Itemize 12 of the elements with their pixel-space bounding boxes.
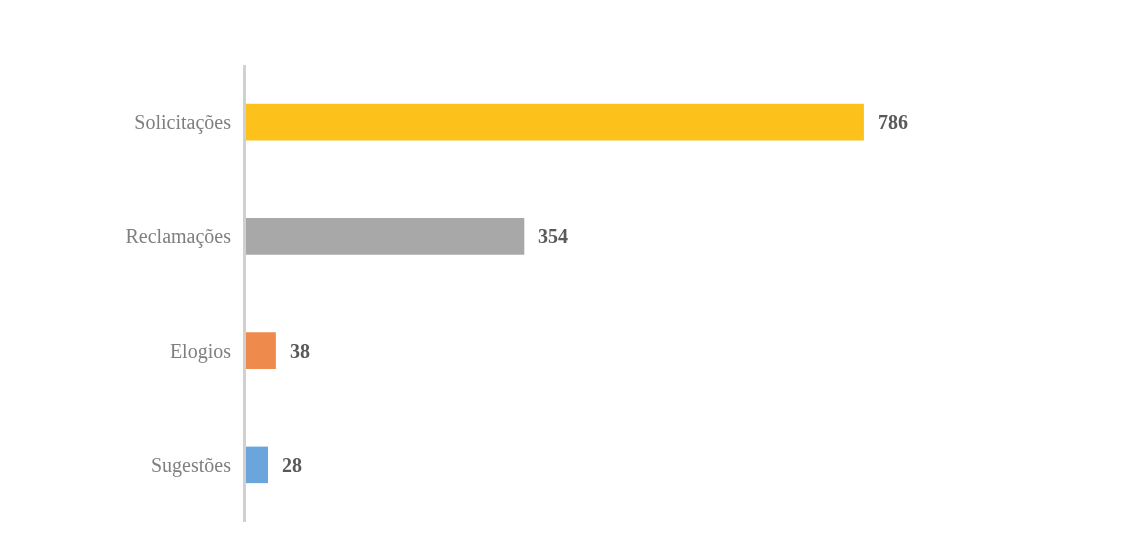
bar — [246, 218, 525, 255]
y-tick-label: Reclamações — [125, 225, 232, 249]
data-label: 354 — [538, 225, 568, 247]
bar — [246, 103, 864, 141]
y-tick-label: Elogios — [169, 339, 232, 363]
bar — [246, 446, 269, 484]
data-label: 38 — [290, 340, 310, 362]
bar — [246, 332, 276, 369]
y-tick-label: Solicitações — [134, 111, 232, 135]
data-label: 28 — [282, 454, 302, 476]
data-label: 786 — [878, 111, 908, 133]
y-tick-label: Sugestões — [151, 453, 232, 477]
